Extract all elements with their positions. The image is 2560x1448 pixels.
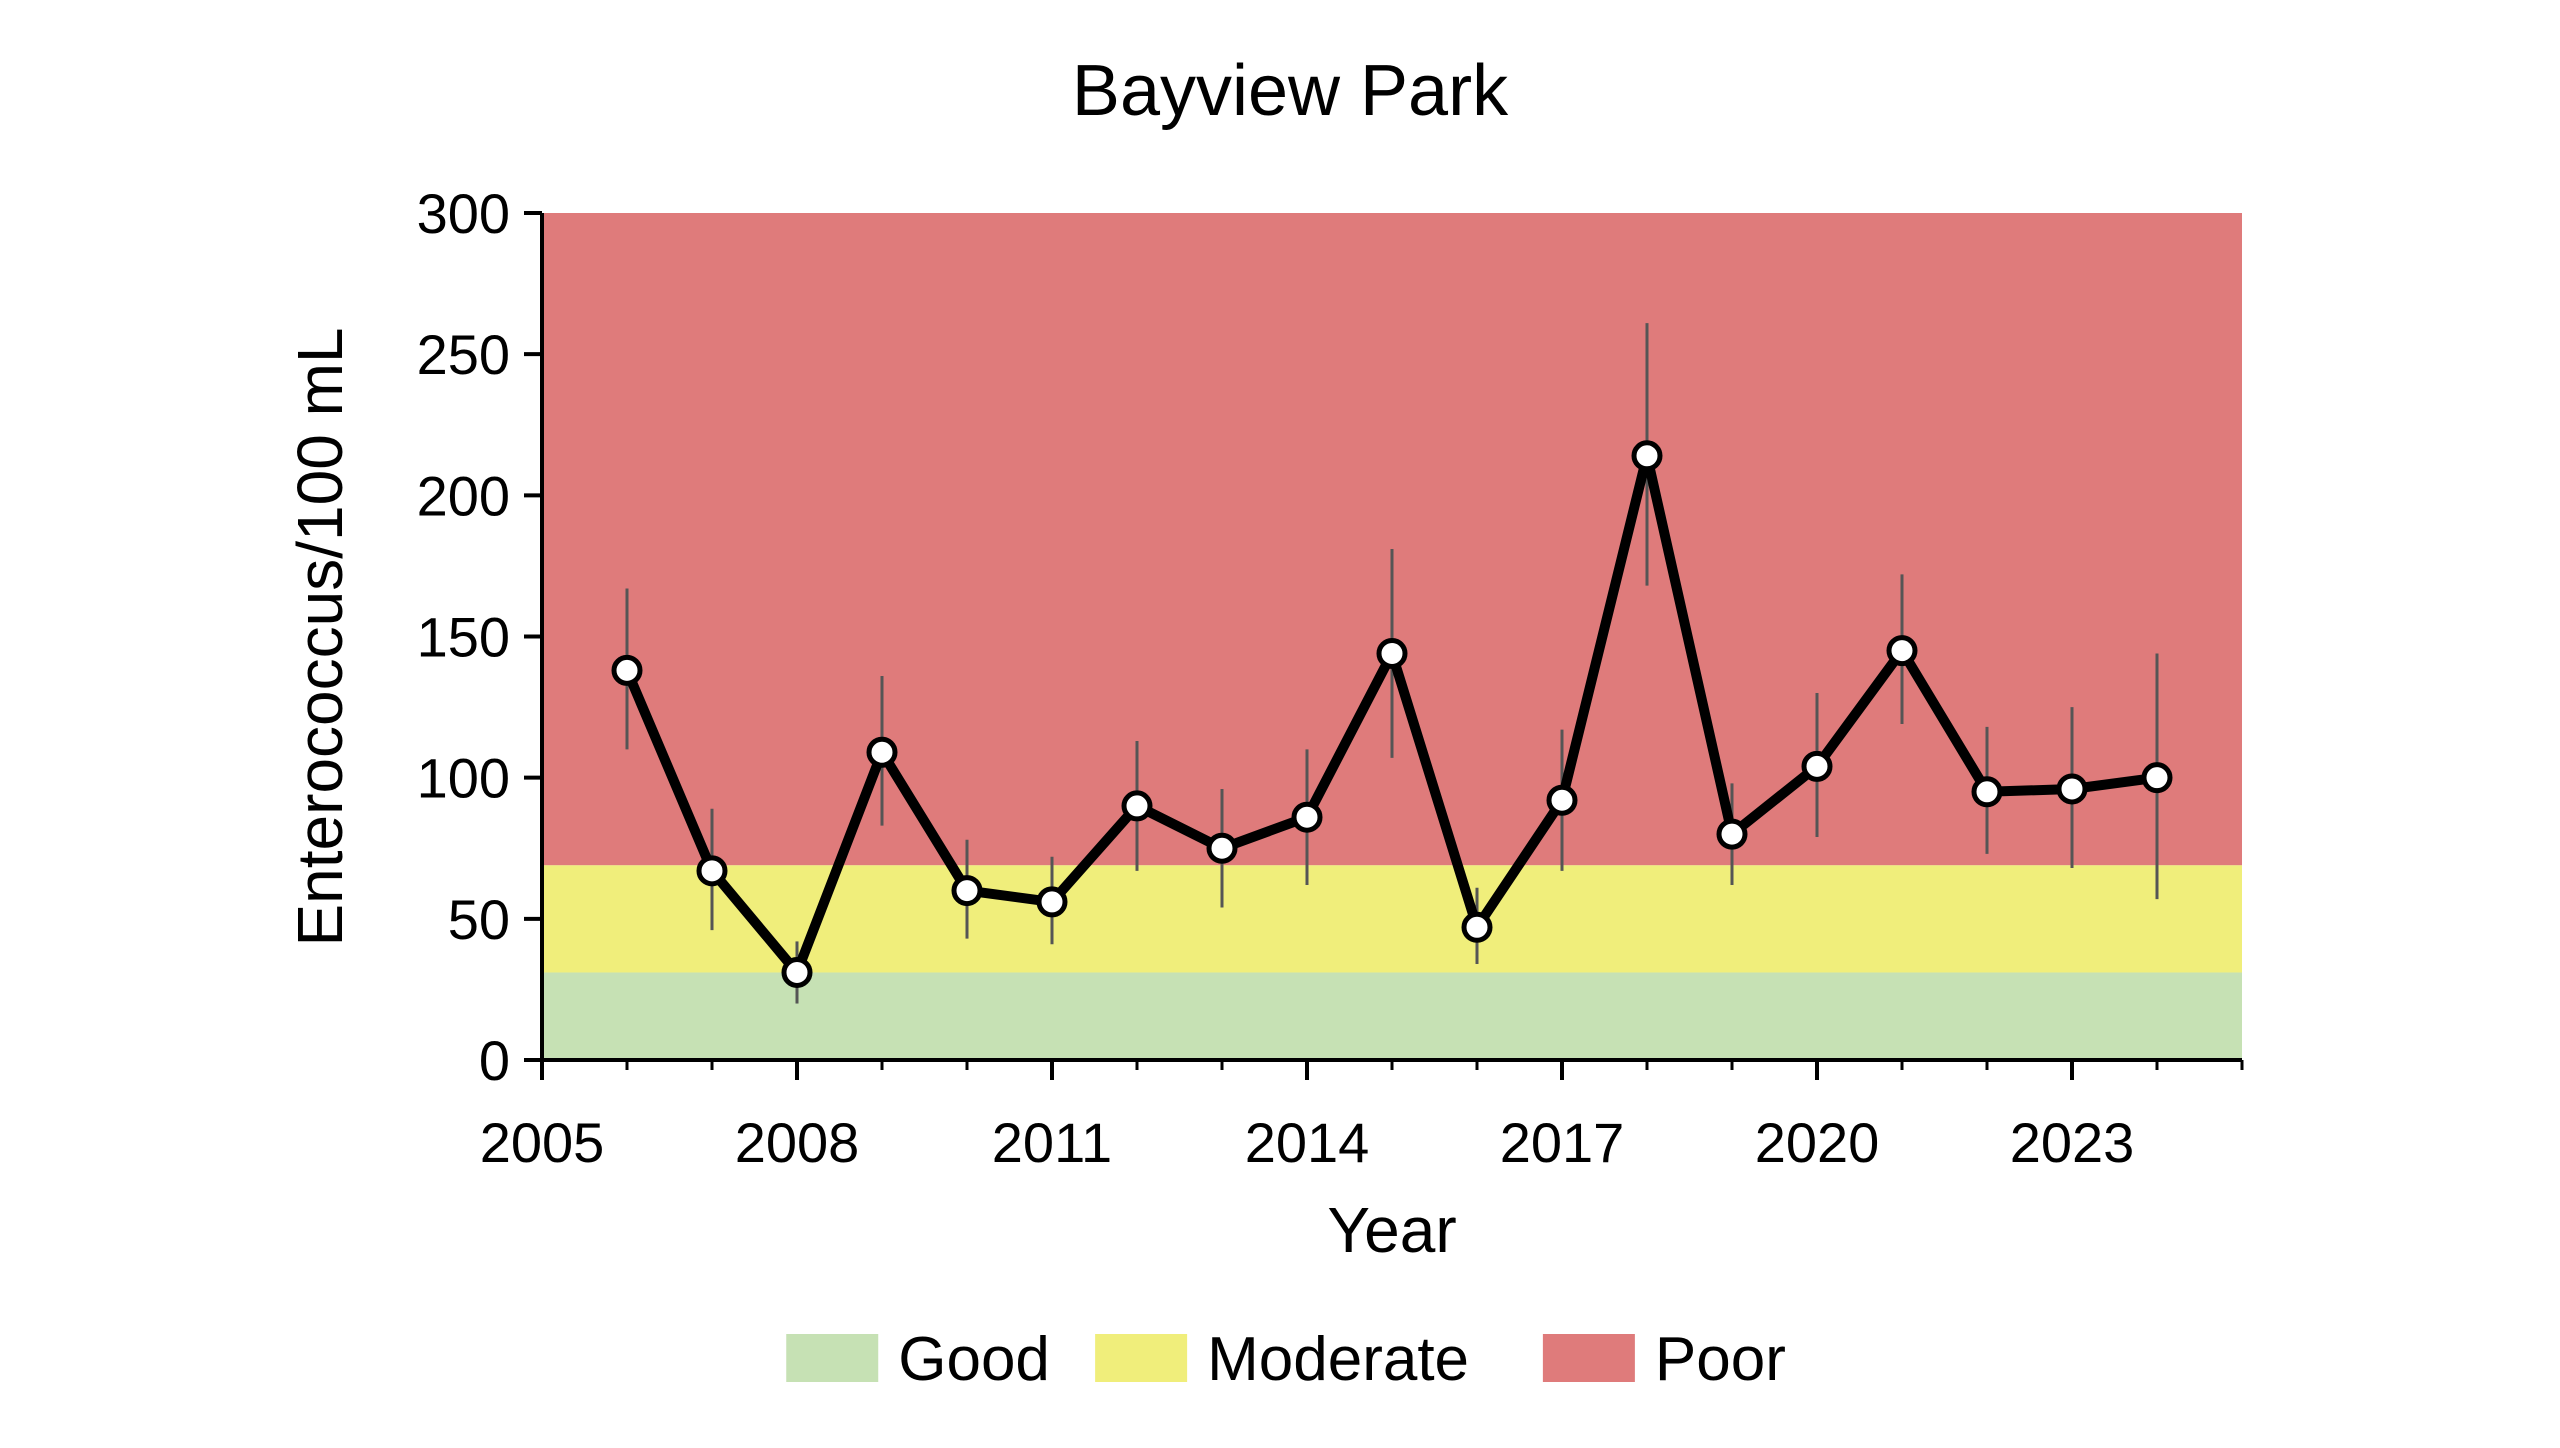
data-point [866,736,898,768]
legend-label-good: Good [898,1325,1050,1394]
data-point [696,855,728,887]
y-tick-label: 100 [417,747,510,810]
data-point [1546,784,1578,816]
data-point [2141,762,2173,794]
data-point [781,956,813,988]
legend-label-poor: Poor [1655,1325,1786,1394]
data-point [1036,886,1068,918]
data-point [951,875,983,907]
y-tick-label: 200 [417,464,510,527]
data-points [611,440,2173,988]
data-point [1291,801,1323,833]
legend-label-moderate: Moderate [1207,1325,1469,1394]
y-tick-label: 250 [417,323,510,386]
data-point [611,654,643,686]
data-point [1461,911,1493,943]
x-tick-label: 2014 [1245,1111,1370,1174]
band-good [542,972,2242,1060]
y-tick-label: 300 [417,182,510,245]
y-tick-label: 0 [479,1029,510,1092]
legend-swatch-poor [1542,1334,1635,1382]
x-ticks: 2005 2008 2011 2014 2017 2020 2023 [480,1060,2244,1174]
data-point [1631,440,1663,472]
chart-title: Bayview Park [1072,51,1509,131]
y-ticks: 0 50 100 150 200 250 300 [417,182,542,1092]
legend: Good Moderate Poor [786,1325,1786,1394]
y-tick-label: 50 [448,888,510,951]
x-axis-label: Year [1327,1194,1456,1266]
data-point [2056,773,2088,805]
data-point [1376,637,1408,669]
data-point [1886,635,1918,667]
x-tick-label: 2005 [480,1111,605,1174]
y-tick-label: 150 [417,606,510,669]
data-point [1206,832,1238,864]
data-point [1121,790,1153,822]
x-tick-label: 2017 [1500,1111,1625,1174]
legend-swatch-good [786,1334,879,1382]
data-point [1971,776,2003,808]
data-point [1801,750,1833,782]
data-point [1716,818,1748,850]
x-tick-label: 2011 [992,1111,1112,1174]
x-tick-label: 2008 [735,1111,860,1174]
y-axis-label: Enterococcus/100 mL [284,328,356,947]
band-moderate [542,865,2242,973]
legend-swatch-moderate [1095,1334,1188,1382]
x-tick-label: 2020 [1755,1111,1880,1174]
x-tick-label: 2023 [2010,1111,2135,1174]
